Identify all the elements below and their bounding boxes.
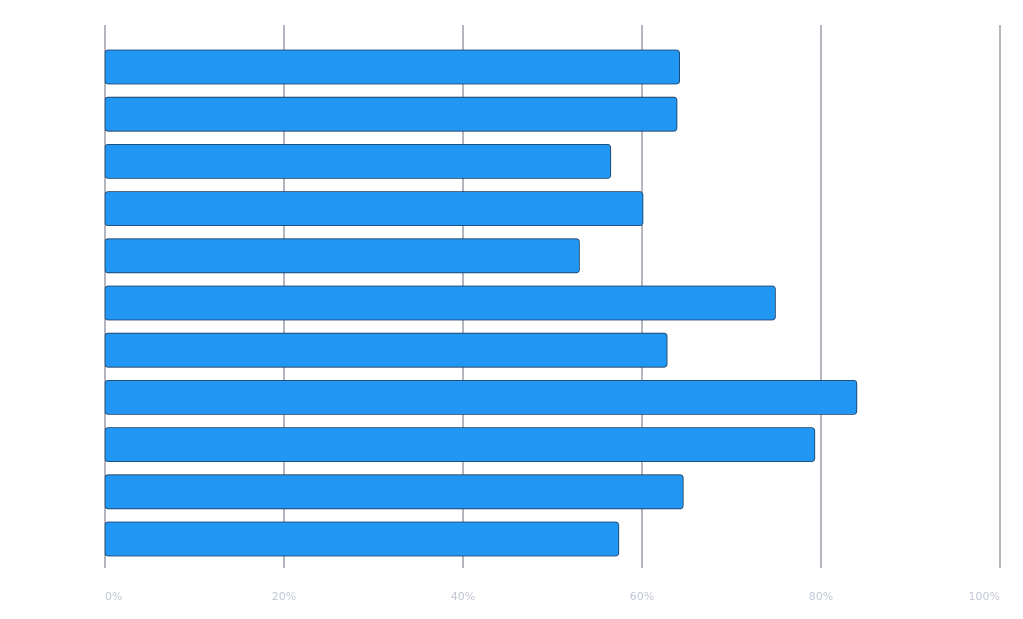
x-tick-label-1: 20% [272, 590, 296, 603]
bars [104, 49, 858, 557]
x-axis-tick-labels: 0% 20% 40% 60% 80% 100% [105, 590, 1000, 603]
x-tick-label-4: 80% [809, 590, 833, 603]
bar-7 [104, 379, 858, 415]
bar-9 [104, 474, 684, 510]
bar-6 [104, 332, 668, 368]
x-tick-label-3: 60% [630, 590, 654, 603]
bar-0 [104, 49, 680, 85]
x-tick-label-5: 100% [969, 590, 1000, 603]
bar-8 [104, 427, 816, 463]
bar-2 [104, 143, 612, 179]
bar-10 [104, 521, 620, 557]
x-tick-label-2: 40% [451, 590, 475, 603]
bar-3 [104, 191, 644, 227]
x-tick-label-0: 0% [105, 590, 122, 603]
bar-1 [104, 96, 678, 132]
bar-4 [104, 238, 580, 274]
bar-5 [104, 285, 776, 321]
